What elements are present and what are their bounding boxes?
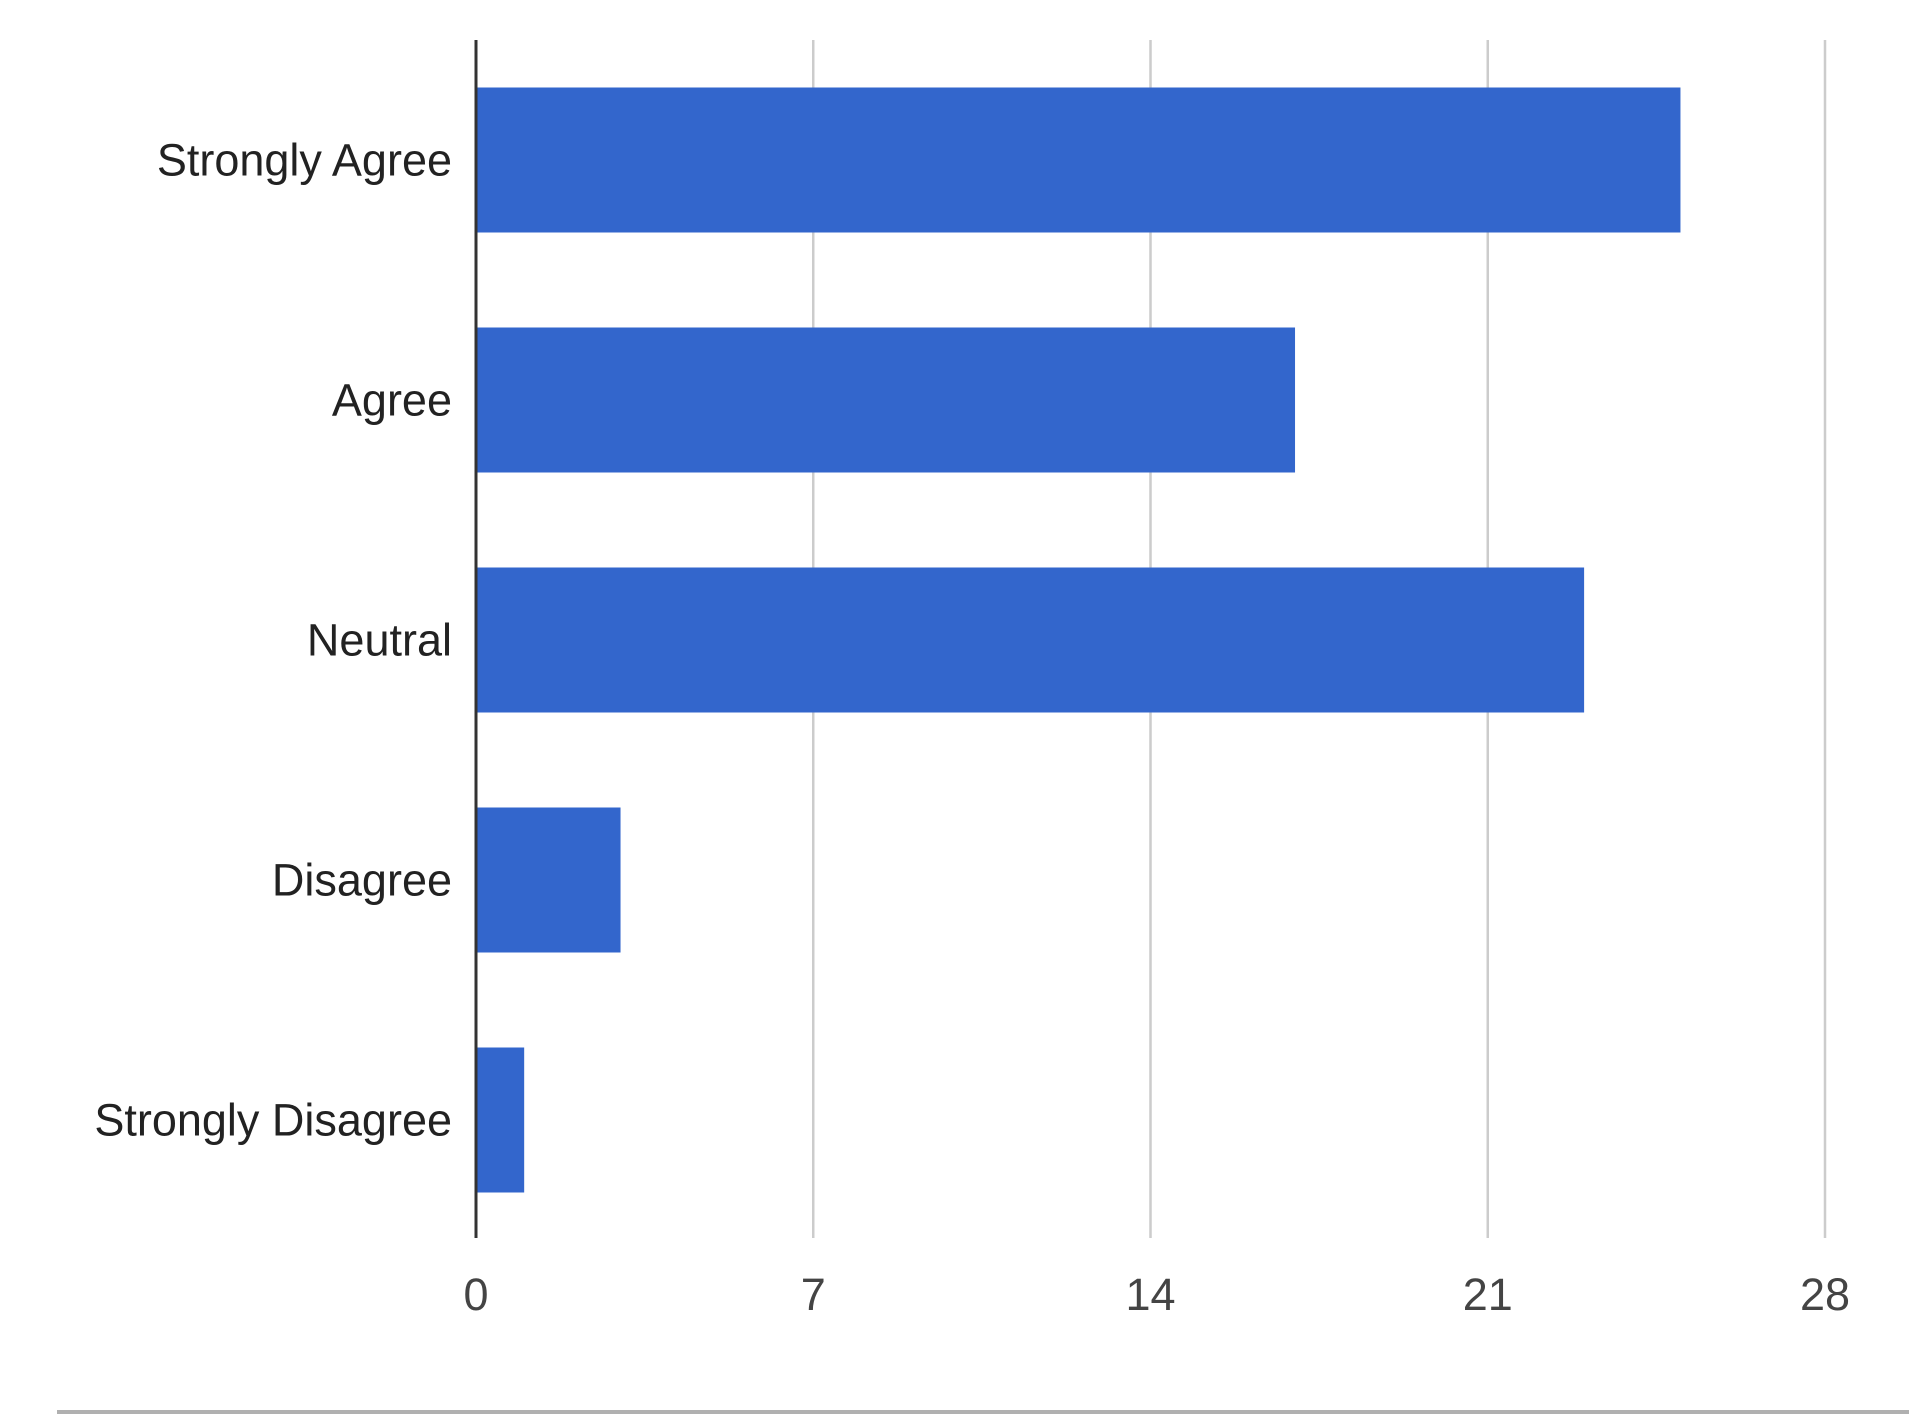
bars bbox=[476, 87, 1681, 1193]
x-tick-label-21: 21 bbox=[1463, 1269, 1513, 1320]
category-label-neutral: Neutral bbox=[307, 615, 452, 666]
bar-neutral bbox=[476, 567, 1585, 713]
bar-strongly-disagree bbox=[476, 1047, 525, 1193]
x-tick-label-14: 14 bbox=[1125, 1269, 1175, 1320]
bar-disagree bbox=[476, 807, 621, 953]
x-tick-label-7: 7 bbox=[801, 1269, 826, 1320]
category-label-agree: Agree bbox=[332, 375, 452, 426]
category-labels: Strongly Agree Agree Neutral Disagree Strong… bbox=[94, 135, 452, 1146]
category-label-disagree: Disagree bbox=[272, 855, 452, 906]
x-tick-label-0: 0 bbox=[463, 1269, 488, 1320]
bar-agree bbox=[476, 327, 1296, 473]
bar-strongly-agree bbox=[476, 87, 1681, 233]
category-label-strongly-disagree: Strongly Disagree bbox=[94, 1095, 452, 1146]
category-label-strongly-agree: Strongly Agree bbox=[157, 135, 452, 186]
x-tick-labels: 0 7 14 21 28 bbox=[463, 1269, 1850, 1320]
x-tick-label-28: 28 bbox=[1800, 1269, 1850, 1320]
